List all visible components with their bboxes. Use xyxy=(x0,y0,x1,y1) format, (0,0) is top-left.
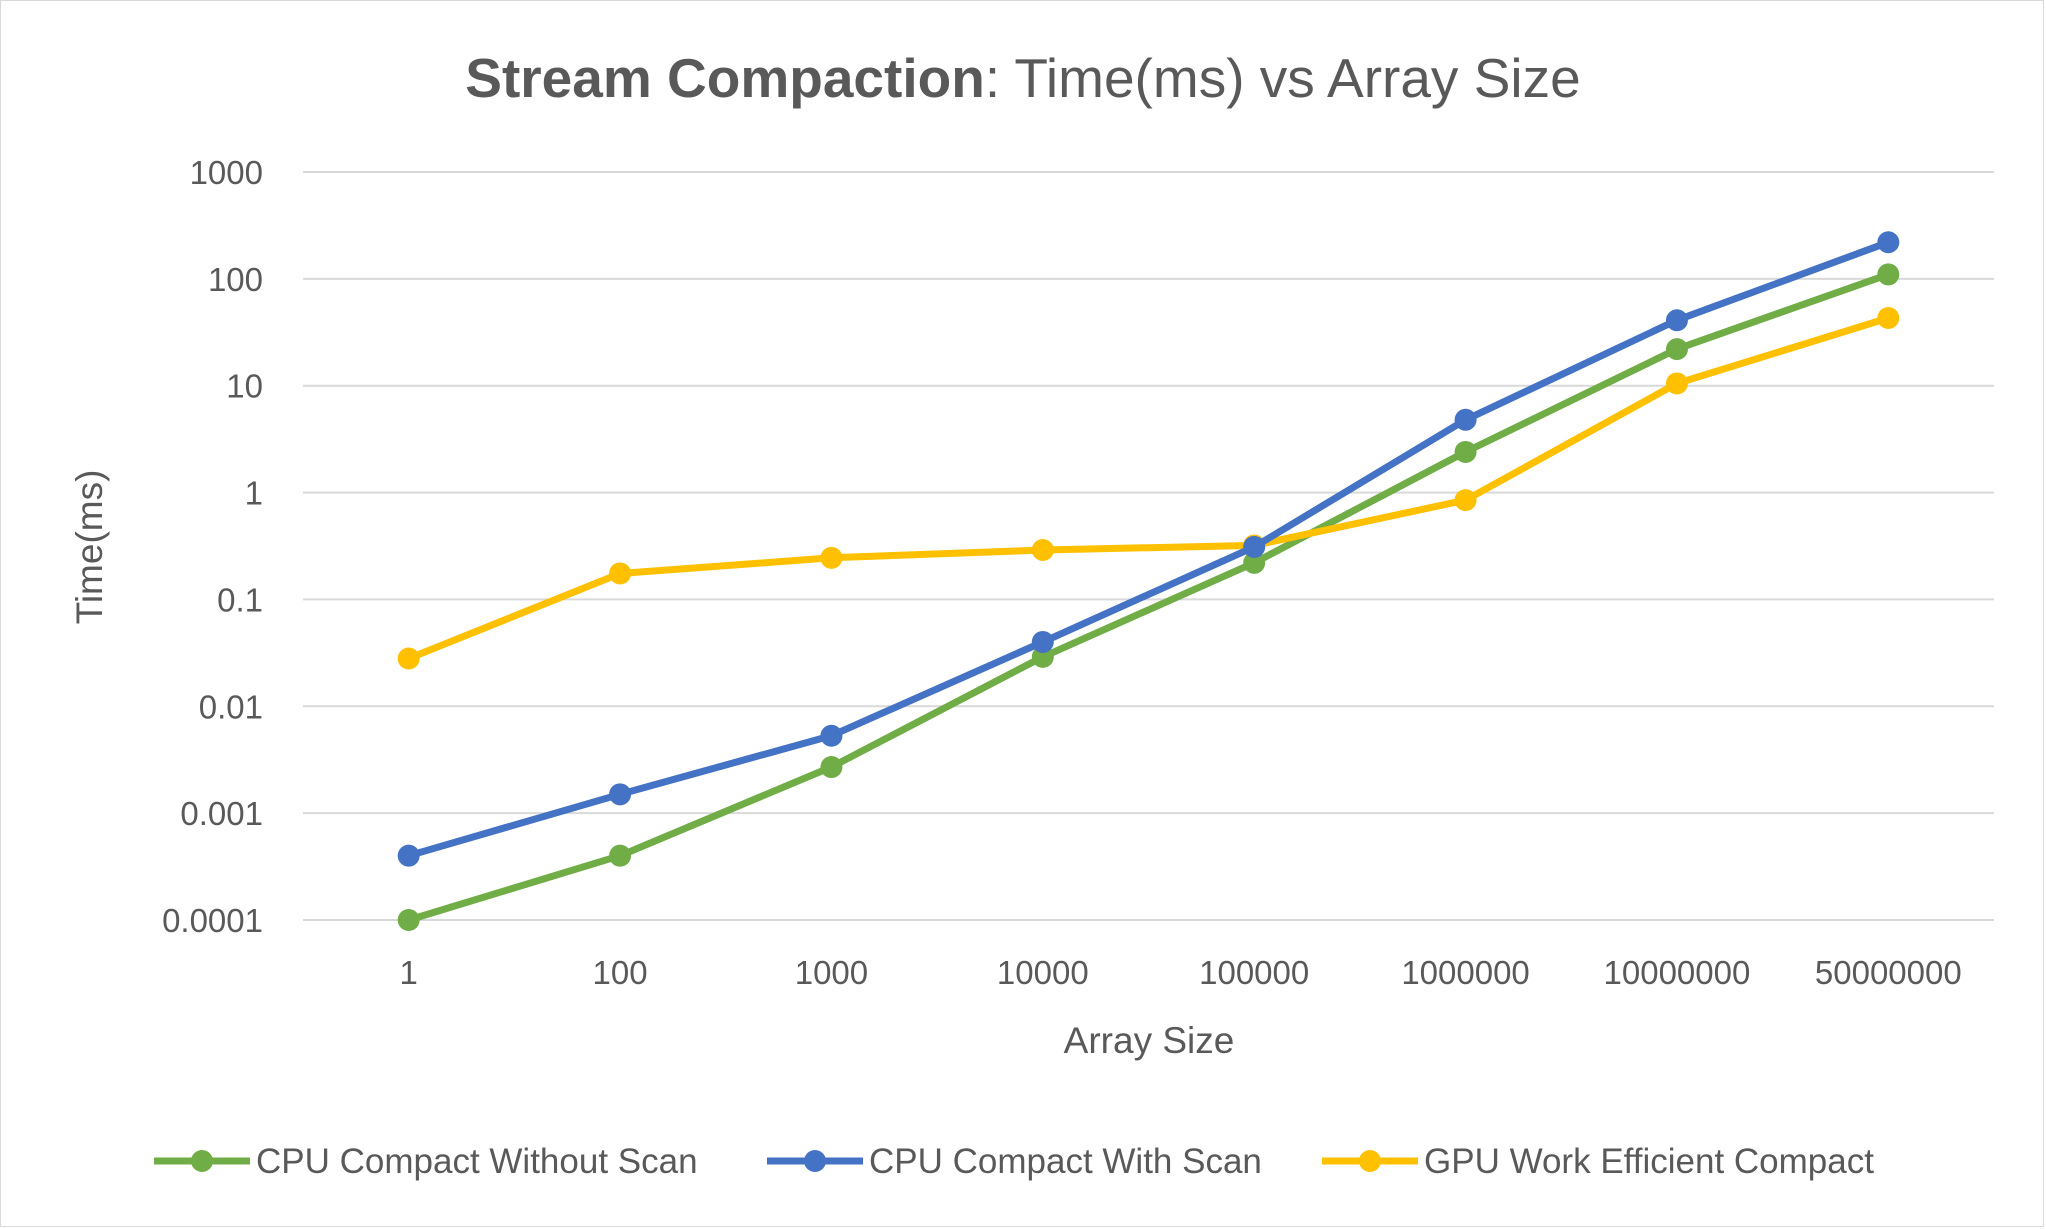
data-point xyxy=(1877,263,1900,286)
gridlines xyxy=(303,171,1994,921)
data-point xyxy=(397,844,420,867)
legend-swatch-marker xyxy=(804,1150,826,1172)
data-point xyxy=(397,909,420,931)
legend-item: CPU Compact Without Scan xyxy=(154,1142,698,1181)
data-point xyxy=(609,783,632,806)
x-tick-label: 1000000 xyxy=(1401,954,1529,991)
y-tick-label: 0.01 xyxy=(199,688,263,725)
data-point xyxy=(1454,440,1477,463)
legend-item: CPU Compact With Scan xyxy=(767,1142,1262,1181)
data-point xyxy=(820,546,843,569)
data-point xyxy=(820,724,843,747)
legend-label: CPU Compact Without Scan xyxy=(256,1142,698,1181)
series-line xyxy=(405,270,1892,924)
data-point xyxy=(609,844,632,867)
data-point xyxy=(1665,309,1688,332)
legend-item: GPU Work Efficient Compact xyxy=(1322,1142,1874,1181)
data-point xyxy=(1454,408,1477,431)
y-tick-label: 0.001 xyxy=(180,795,263,832)
data-point xyxy=(1877,307,1900,330)
series-line xyxy=(405,238,1892,860)
data-point xyxy=(820,756,843,779)
x-tick-label: 50000000 xyxy=(1815,954,1962,991)
legend-swatch-marker xyxy=(1359,1150,1381,1172)
y-tick-label: 0.0001 xyxy=(162,902,263,939)
data-point xyxy=(1031,630,1054,653)
series-1 xyxy=(397,231,1900,867)
series-layer xyxy=(397,231,1900,931)
data-point xyxy=(1665,372,1688,395)
series-2 xyxy=(397,307,1900,670)
series-0 xyxy=(397,263,1900,931)
chart-title-bold: Stream Compaction xyxy=(465,47,985,109)
data-point xyxy=(1665,338,1688,361)
y-tick-label: 1000 xyxy=(190,154,263,191)
data-point xyxy=(1243,551,1266,574)
y-tick-label: 1 xyxy=(245,475,263,512)
x-tick-label: 10000 xyxy=(997,954,1089,991)
data-point xyxy=(609,562,632,585)
chart-title: Stream Compaction: Time(ms) vs Array Siz… xyxy=(465,47,1580,109)
legend: CPU Compact Without Scan CPU Compact With… xyxy=(154,1142,1874,1181)
legend-label: GPU Work Efficient Compact xyxy=(1424,1142,1874,1181)
x-axis-ticks: 1 100 1000 10000 100000 1000000 10000000 500000… xyxy=(400,954,1962,991)
legend-label: CPU Compact With Scan xyxy=(869,1142,1262,1181)
data-point xyxy=(1454,489,1477,512)
chart-title-rest: : Time(ms) vs Array Size xyxy=(985,47,1581,109)
x-tick-label: 1 xyxy=(400,954,418,991)
x-tick-label: 10000000 xyxy=(1604,954,1751,991)
data-point xyxy=(1243,535,1266,558)
data-point xyxy=(1031,539,1054,562)
x-tick-label: 1000 xyxy=(795,954,868,991)
data-point xyxy=(397,647,420,670)
x-axis-title: Array Size xyxy=(1064,1020,1235,1061)
data-point xyxy=(1877,231,1900,254)
y-tick-label: 100 xyxy=(208,261,263,298)
y-axis-title: Time(ms) xyxy=(69,470,110,625)
series-line xyxy=(405,314,1892,662)
y-axis-ticks: 1000 100 10 1 0.1 0.01 0.001 0.0001 xyxy=(162,154,263,939)
x-tick-label: 100000 xyxy=(1199,954,1309,991)
legend-swatch-marker xyxy=(191,1150,213,1172)
x-tick-label: 100 xyxy=(593,954,648,991)
y-tick-label: 0.1 xyxy=(217,581,263,618)
y-tick-label: 10 xyxy=(226,368,263,405)
